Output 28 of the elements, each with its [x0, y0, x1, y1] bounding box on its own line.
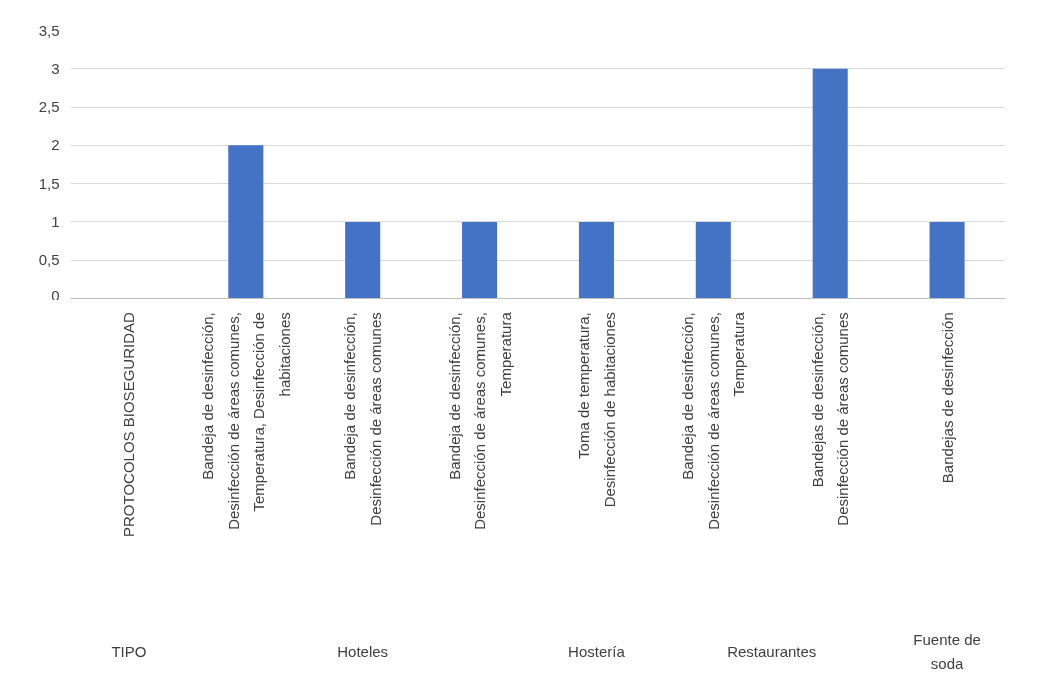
text: Hostería [568, 643, 626, 660]
x-tick-label: PROTOCOLOS BIOSEGURIDAD [120, 312, 138, 537]
source-note: Fuente de soda [913, 631, 981, 672]
y-tick-label: 2 [51, 136, 60, 154]
x-tick-label: Bandeja de desinfección, Desinfección de áreas comunes, Temperatura, Desinfección de habitaciones [199, 312, 293, 530]
x-tick-label: Bandejas de desinfección [938, 312, 956, 484]
text: TIPO [111, 643, 147, 660]
text: Hoteles [337, 643, 389, 660]
y-tick-label: 3 [51, 59, 60, 77]
bar [812, 68, 848, 299]
y-tick-label: 1 [51, 212, 60, 230]
x-tick-label: Bandeja de desinfección, Desinfección de áreas comunes, Temperatura [445, 311, 514, 530]
bar [695, 221, 731, 299]
x-tick-label: Toma de temperatura, Desinfección de habitaciones [575, 312, 618, 508]
y-tick-label: 3,5 [38, 21, 60, 39]
x-tick-label: Bandeja de desinfección, Desinfección de áreas comunes, Temperatura [679, 311, 748, 530]
x-tick-label: Bandeja de desinfección, Desinfección de áreas comunes [341, 312, 384, 526]
y-tick-label: 1,5 [38, 174, 60, 192]
bar [462, 221, 498, 299]
text: Restaurantes [727, 643, 817, 660]
bar [929, 221, 965, 299]
y-tick-label: 0,5 [38, 251, 60, 269]
bar [578, 221, 614, 299]
y-tick-label: 2,5 [38, 98, 60, 116]
bar [228, 145, 264, 299]
x-tick-label: Bandejas de desinfección, Desinfección de áreas comunes [808, 312, 852, 526]
bar [345, 221, 381, 299]
y-tick-label: 0 [51, 286, 60, 304]
